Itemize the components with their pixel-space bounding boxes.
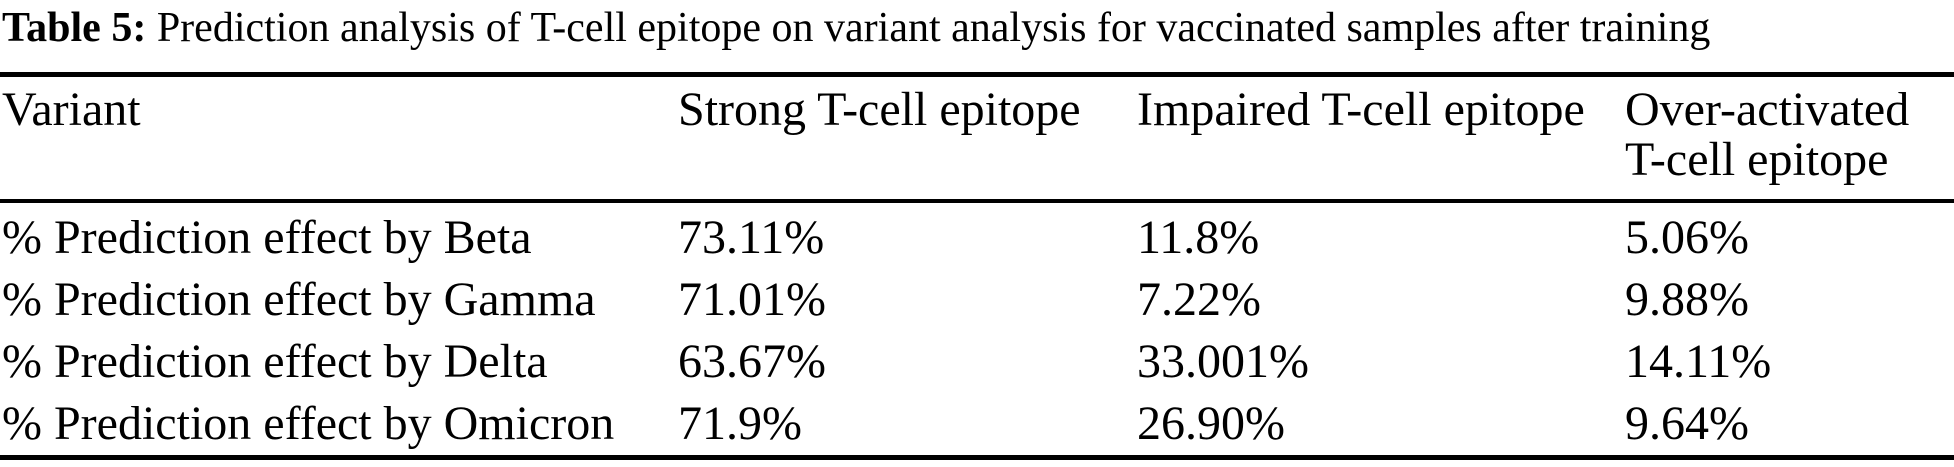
- table-caption: Table 5: Prediction analysis of T-cell e…: [0, 0, 1954, 72]
- row-label-gamma: % Prediction effect by Gamma: [2, 272, 596, 326]
- value-beta-overactivated: 5.06%: [1625, 210, 1749, 264]
- value-omicron-strong: 71.9%: [678, 396, 802, 450]
- column-header-impaired-epitope: Impaired T-cell epitope: [1135, 74, 1623, 203]
- table-row: % Prediction effect by Beta 73.11% 11.8%…: [0, 201, 1954, 269]
- value-delta-strong: 63.67%: [678, 334, 826, 388]
- value-gamma-impaired: 7.22%: [1137, 272, 1261, 326]
- value-delta-impaired: 33.001%: [1137, 334, 1309, 388]
- table-header-row: Variant Strong T-cell epitope Impaired T…: [0, 74, 1954, 203]
- row-label-delta: % Prediction effect by Delta: [2, 334, 548, 388]
- table-caption-text: Prediction analysis of T-cell epitope on…: [156, 5, 1711, 51]
- column-header-variant: Variant: [0, 74, 676, 203]
- column-header-overactivated-epitope: Over-activated T-cell epitope: [1623, 74, 1954, 203]
- prediction-analysis-table: Variant Strong T-cell epitope Impaired T…: [0, 72, 1954, 460]
- row-label-omicron: % Prediction effect by Omicron: [2, 396, 615, 450]
- value-delta-overactivated: 14.11%: [1625, 334, 1772, 388]
- table-caption-label: Table 5:: [2, 5, 147, 51]
- value-omicron-impaired: 26.90%: [1137, 396, 1285, 450]
- row-label-beta: % Prediction effect by Beta: [2, 210, 532, 264]
- value-gamma-strong: 71.01%: [678, 272, 826, 326]
- table-row: % Prediction effect by Gamma 71.01% 7.22…: [0, 269, 1954, 331]
- value-beta-strong: 73.11%: [678, 210, 825, 264]
- value-omicron-overactivated: 9.64%: [1625, 396, 1749, 450]
- table-row: % Prediction effect by Omicron 71.9% 26.…: [0, 393, 1954, 458]
- value-beta-impaired: 11.8%: [1137, 210, 1260, 264]
- column-header-strong-epitope: Strong T-cell epitope: [676, 74, 1135, 203]
- table-row: % Prediction effect by Delta 63.67% 33.0…: [0, 331, 1954, 393]
- value-gamma-overactivated: 9.88%: [1625, 272, 1749, 326]
